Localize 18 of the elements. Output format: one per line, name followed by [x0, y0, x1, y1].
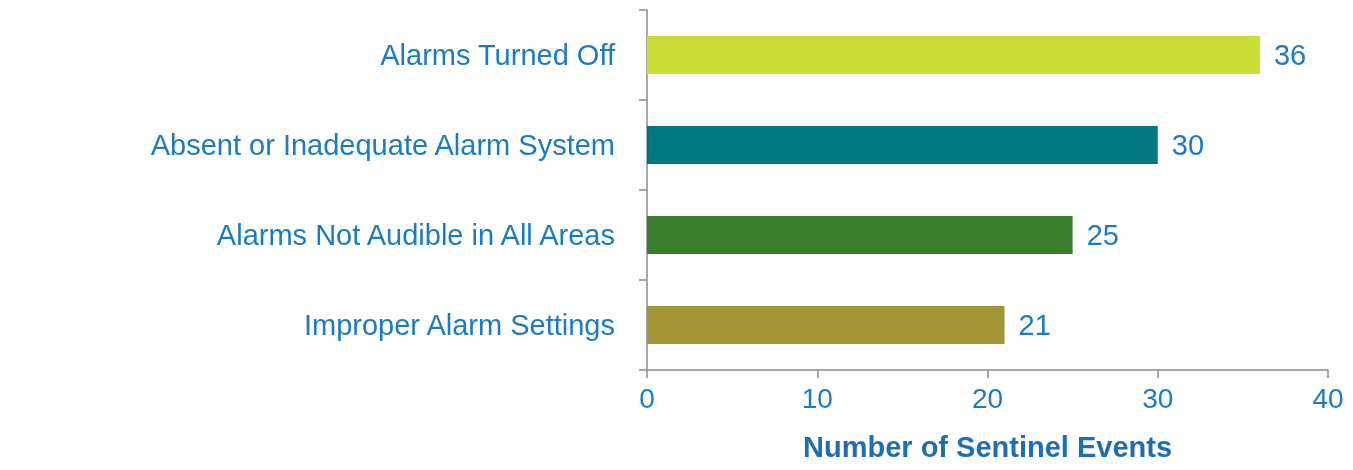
bar — [647, 216, 1073, 254]
y-tick-label: Absent or Inadequate Alarm System — [150, 129, 615, 161]
data-label: 30 — [1171, 129, 1205, 161]
bar — [647, 306, 1005, 344]
bar — [647, 36, 1260, 74]
y-tick-label: Improper Alarm Settings — [303, 309, 615, 341]
x-axis-title: Number of Sentinel Events — [802, 430, 1173, 463]
x-tick-label: 0 — [639, 382, 655, 414]
y-tick-label: Alarms Not Audible in All Areas — [216, 219, 615, 251]
x-tick-label: 30 — [1142, 382, 1174, 414]
bar — [647, 126, 1158, 164]
x-tick-label: 20 — [971, 382, 1004, 414]
y-tick-label: Alarms Turned Off — [380, 39, 616, 71]
data-label: 36 — [1273, 39, 1307, 71]
x-tick-label: 40 — [1312, 382, 1344, 414]
x-tick-label: 10 — [801, 382, 833, 414]
data-label: 21 — [1018, 309, 1051, 341]
data-label: 25 — [1086, 219, 1119, 251]
